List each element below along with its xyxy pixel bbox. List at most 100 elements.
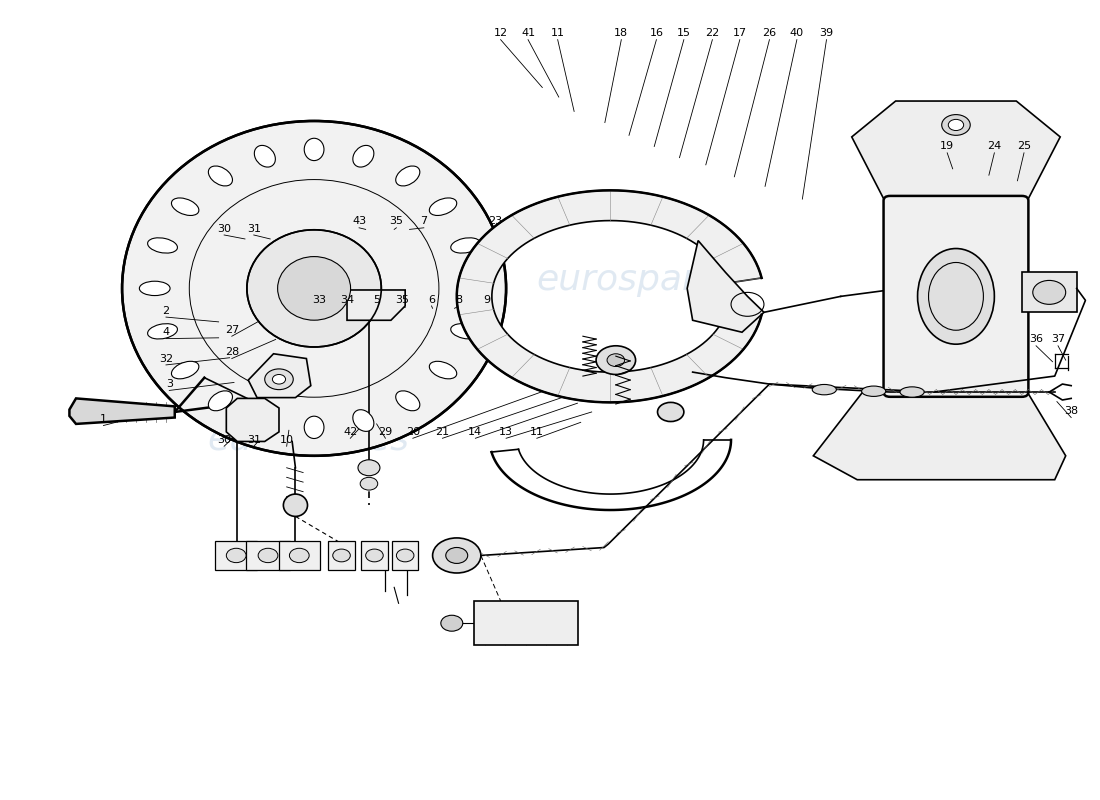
Text: 32: 32 bbox=[158, 354, 173, 363]
Text: 8: 8 bbox=[455, 294, 462, 305]
Text: 31: 31 bbox=[246, 435, 261, 445]
Circle shape bbox=[441, 615, 463, 631]
Text: 14: 14 bbox=[469, 427, 483, 437]
Polygon shape bbox=[227, 398, 279, 442]
Polygon shape bbox=[279, 541, 320, 570]
Polygon shape bbox=[688, 241, 764, 332]
Text: 34: 34 bbox=[340, 294, 354, 305]
Text: 18: 18 bbox=[614, 28, 628, 38]
Text: 37: 37 bbox=[1050, 334, 1065, 345]
Ellipse shape bbox=[246, 230, 382, 347]
Ellipse shape bbox=[147, 238, 177, 253]
Text: eurospares: eurospares bbox=[208, 423, 409, 457]
Text: 39: 39 bbox=[820, 28, 834, 38]
Circle shape bbox=[446, 547, 468, 563]
Circle shape bbox=[396, 549, 414, 562]
Text: 31: 31 bbox=[246, 223, 261, 234]
Polygon shape bbox=[456, 190, 761, 402]
Ellipse shape bbox=[429, 198, 456, 215]
Ellipse shape bbox=[458, 282, 488, 295]
Polygon shape bbox=[246, 541, 290, 570]
Bar bbox=[474, 602, 578, 645]
Text: 15: 15 bbox=[676, 28, 691, 38]
Text: 7: 7 bbox=[420, 217, 428, 226]
Text: 19: 19 bbox=[940, 142, 955, 151]
Polygon shape bbox=[361, 541, 387, 570]
Text: 28: 28 bbox=[224, 347, 239, 357]
Ellipse shape bbox=[208, 166, 232, 186]
Text: 38: 38 bbox=[1064, 406, 1078, 416]
Text: 9: 9 bbox=[483, 294, 490, 305]
Text: 23: 23 bbox=[488, 217, 503, 226]
Ellipse shape bbox=[353, 410, 374, 431]
Text: 16: 16 bbox=[649, 28, 663, 38]
Circle shape bbox=[332, 549, 350, 562]
Text: 35: 35 bbox=[389, 217, 404, 226]
Ellipse shape bbox=[305, 416, 324, 438]
Text: 24: 24 bbox=[988, 142, 1001, 151]
Ellipse shape bbox=[396, 166, 420, 186]
Text: 35: 35 bbox=[395, 294, 409, 305]
Text: 17: 17 bbox=[733, 28, 747, 38]
Polygon shape bbox=[851, 101, 1060, 201]
Ellipse shape bbox=[254, 410, 275, 431]
Text: 29: 29 bbox=[378, 427, 393, 437]
Polygon shape bbox=[813, 392, 1066, 480]
Text: 10: 10 bbox=[279, 435, 294, 445]
Ellipse shape bbox=[284, 494, 308, 516]
Ellipse shape bbox=[277, 257, 351, 320]
Ellipse shape bbox=[396, 391, 420, 410]
Ellipse shape bbox=[172, 362, 199, 379]
Text: 41: 41 bbox=[521, 28, 535, 38]
Polygon shape bbox=[329, 541, 354, 570]
Ellipse shape bbox=[812, 385, 836, 395]
Polygon shape bbox=[346, 290, 405, 320]
Circle shape bbox=[607, 354, 625, 366]
Text: 43: 43 bbox=[352, 217, 366, 226]
Bar bbox=[1022, 273, 1077, 312]
Circle shape bbox=[289, 548, 309, 562]
Text: 42: 42 bbox=[343, 427, 358, 437]
Circle shape bbox=[258, 548, 278, 562]
Text: 2: 2 bbox=[163, 306, 169, 316]
Circle shape bbox=[942, 114, 970, 135]
Ellipse shape bbox=[254, 146, 275, 167]
Text: 3: 3 bbox=[166, 379, 173, 389]
Ellipse shape bbox=[305, 138, 324, 161]
Text: 36: 36 bbox=[1030, 334, 1043, 345]
Ellipse shape bbox=[208, 391, 232, 410]
Circle shape bbox=[596, 346, 636, 374]
Text: 13: 13 bbox=[499, 427, 513, 437]
Circle shape bbox=[265, 369, 294, 390]
Ellipse shape bbox=[900, 387, 924, 398]
Ellipse shape bbox=[147, 324, 177, 339]
Text: 33: 33 bbox=[312, 294, 327, 305]
Circle shape bbox=[360, 478, 377, 490]
Text: 21: 21 bbox=[436, 427, 450, 437]
Ellipse shape bbox=[429, 362, 456, 379]
Text: eurospares: eurospares bbox=[537, 263, 739, 298]
Text: 20: 20 bbox=[406, 427, 420, 437]
Circle shape bbox=[358, 460, 379, 476]
Ellipse shape bbox=[451, 238, 481, 253]
FancyBboxPatch shape bbox=[883, 196, 1028, 397]
Ellipse shape bbox=[353, 146, 374, 167]
Circle shape bbox=[365, 549, 383, 562]
Polygon shape bbox=[392, 541, 418, 570]
Circle shape bbox=[432, 538, 481, 573]
Text: 6: 6 bbox=[428, 294, 435, 305]
Text: 12: 12 bbox=[494, 28, 508, 38]
Text: 11: 11 bbox=[551, 28, 564, 38]
Text: 25: 25 bbox=[1016, 142, 1031, 151]
Text: 1: 1 bbox=[100, 414, 107, 424]
Text: 11: 11 bbox=[530, 427, 543, 437]
Text: 26: 26 bbox=[762, 28, 777, 38]
Circle shape bbox=[1033, 281, 1066, 304]
Circle shape bbox=[658, 402, 684, 422]
Ellipse shape bbox=[451, 324, 481, 339]
Text: 30: 30 bbox=[217, 223, 231, 234]
Ellipse shape bbox=[122, 121, 506, 456]
Text: 30: 30 bbox=[217, 435, 231, 445]
Polygon shape bbox=[69, 398, 175, 424]
Polygon shape bbox=[216, 541, 257, 570]
